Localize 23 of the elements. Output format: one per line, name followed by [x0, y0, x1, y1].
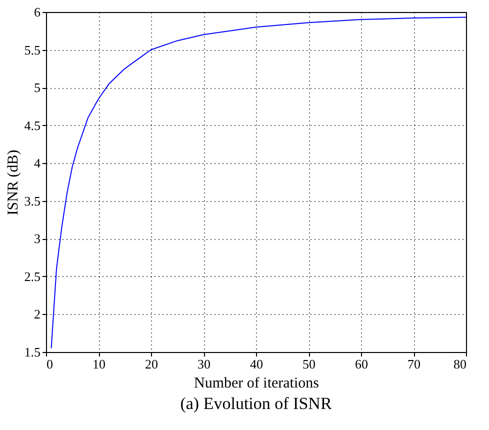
y-tick-label: 1.5 [24, 344, 40, 360]
y-tick-label: 2 [34, 306, 40, 322]
x-tick-label: 60 [355, 356, 368, 372]
y-tick-label: 2.5 [24, 268, 40, 284]
y-tick-label: 3 [34, 231, 40, 246]
y-tick-label: 5.5 [24, 42, 40, 58]
x-tick-label: 50 [302, 356, 316, 372]
y-axis-title: ISNR (dB) [5, 150, 22, 216]
y-tick-label: 5 [34, 80, 40, 96]
x-tick-label: 70 [408, 356, 420, 372]
y-tick-label: 4.5 [24, 118, 40, 133]
x-tick-label: 40 [250, 356, 263, 372]
y-tick-label: 3.5 [24, 193, 40, 208]
y-tick-label: 6 [34, 4, 41, 20]
x-tick-label: 20 [145, 356, 158, 372]
line-series [50, 16, 466, 349]
text: (a) Evolution of ISNR [180, 394, 332, 413]
x-axis-title: Number of iterations [194, 376, 320, 392]
x-tick-label: 0 [46, 356, 53, 372]
x-tick-label: 80 [454, 356, 466, 372]
y-tick-label: 4 [34, 156, 41, 171]
x-tick-label: 10 [92, 356, 106, 372]
x-tick-label: 30 [198, 356, 210, 372]
